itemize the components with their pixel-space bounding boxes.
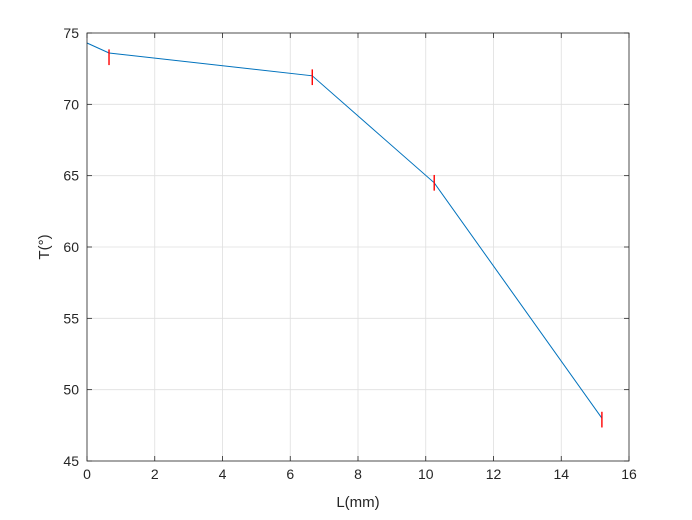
x-tick-label: 10 <box>418 466 434 482</box>
marker-group <box>108 49 603 428</box>
x-tick-label: 4 <box>219 466 227 482</box>
x-tick-label: 0 <box>83 466 91 482</box>
axis-ticks: 0 2 4 6 8 10 12 14 16 45 50 55 60 65 70 75 <box>63 25 637 482</box>
y-tick-label: 55 <box>63 310 79 326</box>
y-tick-label: 65 <box>63 168 79 184</box>
x-tick-label: 16 <box>621 466 637 482</box>
y-axis-label: T(°) <box>36 234 53 259</box>
x-tick-label: 8 <box>354 466 362 482</box>
x-tick-label: 6 <box>286 466 294 482</box>
x-axis-label: L(mm) <box>336 494 379 511</box>
x-tick-label: 12 <box>486 466 502 482</box>
y-tick-label: 75 <box>63 25 79 41</box>
y-tick-label: 50 <box>63 382 79 398</box>
y-tick-label: 70 <box>63 96 79 112</box>
x-tick-label: 14 <box>553 466 569 482</box>
y-tick-label: 60 <box>63 239 79 255</box>
y-tick-label: 45 <box>63 453 79 469</box>
x-tick-label: 2 <box>151 466 159 482</box>
